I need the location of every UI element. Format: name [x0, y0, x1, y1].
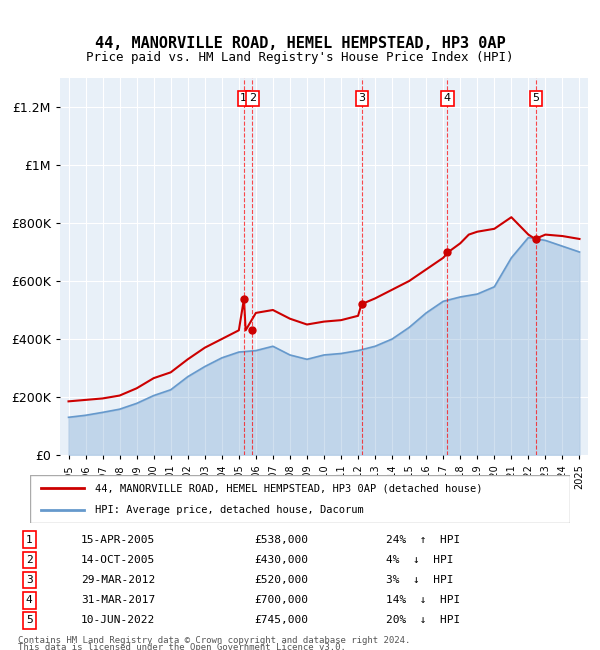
Text: 2: 2 [249, 94, 256, 103]
Text: 31-MAR-2017: 31-MAR-2017 [81, 595, 155, 605]
Text: Contains HM Land Registry data © Crown copyright and database right 2024.: Contains HM Land Registry data © Crown c… [18, 636, 410, 645]
Text: £538,000: £538,000 [254, 535, 308, 545]
Text: 5: 5 [532, 94, 539, 103]
Text: 44, MANORVILLE ROAD, HEMEL HEMPSTEAD, HP3 0AP: 44, MANORVILLE ROAD, HEMEL HEMPSTEAD, HP… [95, 36, 505, 51]
Text: 1: 1 [240, 94, 247, 103]
Text: £520,000: £520,000 [254, 575, 308, 585]
Text: 5: 5 [26, 616, 32, 625]
Text: Price paid vs. HM Land Registry's House Price Index (HPI): Price paid vs. HM Land Registry's House … [86, 51, 514, 64]
FancyBboxPatch shape [30, 474, 570, 523]
Text: 10-JUN-2022: 10-JUN-2022 [81, 616, 155, 625]
Text: 29-MAR-2012: 29-MAR-2012 [81, 575, 155, 585]
Text: 1: 1 [26, 535, 32, 545]
Text: 2: 2 [26, 555, 32, 565]
Text: 15-APR-2005: 15-APR-2005 [81, 535, 155, 545]
Text: 24%  ↑  HPI: 24% ↑ HPI [386, 535, 461, 545]
Text: 4%  ↓  HPI: 4% ↓ HPI [386, 555, 454, 565]
Text: 4: 4 [26, 595, 32, 605]
Text: 20%  ↓  HPI: 20% ↓ HPI [386, 616, 461, 625]
Text: 14%  ↓  HPI: 14% ↓ HPI [386, 595, 461, 605]
Text: 3%  ↓  HPI: 3% ↓ HPI [386, 575, 454, 585]
Text: £430,000: £430,000 [254, 555, 308, 565]
Text: £745,000: £745,000 [254, 616, 308, 625]
Text: 4: 4 [444, 94, 451, 103]
Text: £700,000: £700,000 [254, 595, 308, 605]
Text: HPI: Average price, detached house, Dacorum: HPI: Average price, detached house, Daco… [95, 504, 364, 515]
Text: 3: 3 [26, 575, 32, 585]
Text: 14-OCT-2005: 14-OCT-2005 [81, 555, 155, 565]
Text: This data is licensed under the Open Government Licence v3.0.: This data is licensed under the Open Gov… [18, 644, 346, 650]
Text: 44, MANORVILLE ROAD, HEMEL HEMPSTEAD, HP3 0AP (detached house): 44, MANORVILLE ROAD, HEMEL HEMPSTEAD, HP… [95, 483, 482, 493]
Text: 3: 3 [359, 94, 365, 103]
